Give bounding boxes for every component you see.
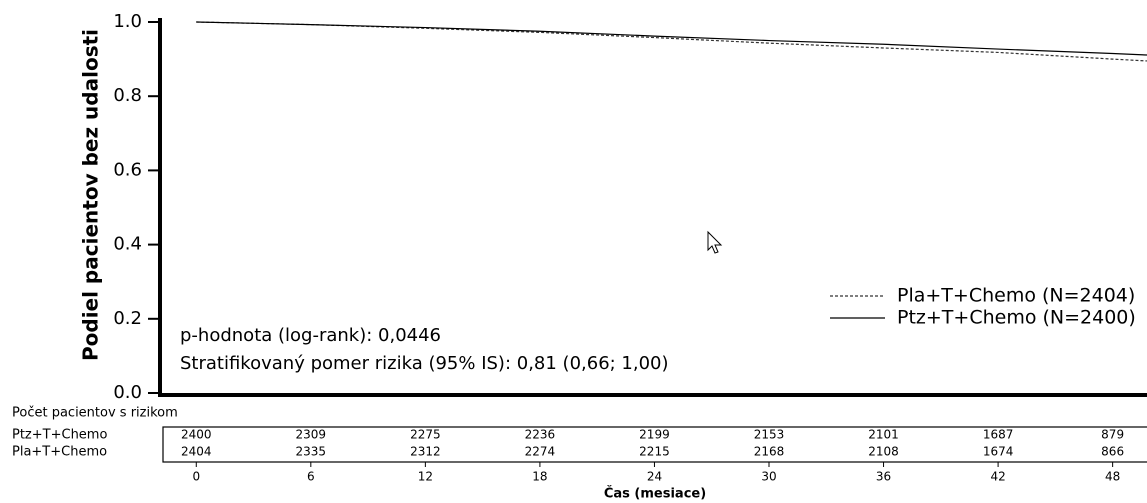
risk-count: 2274 (525, 445, 556, 459)
x-tick-label: 24 (647, 470, 662, 484)
risk-row-label: Ptz+T+Chemo (12, 428, 107, 443)
risk-count: 1687 (983, 428, 1014, 442)
risk-count: 2101 (868, 428, 899, 442)
y-tick-label: 0.0 (113, 382, 142, 403)
risk-count: 866 (1101, 445, 1124, 459)
x-tick-label: 12 (418, 470, 433, 484)
risk-count: 2309 (296, 428, 327, 442)
x-tick-label: 0 (192, 470, 200, 484)
y-tick-label: 0.8 (113, 85, 142, 106)
x-tick-label: 42 (990, 470, 1005, 484)
y-tick-label: 0.6 (113, 159, 142, 180)
km-curve (196, 21, 1147, 62)
risk-count: 2400 (181, 428, 212, 442)
risk-row-label: Pla+T+Chemo (12, 445, 107, 460)
risk-count: 2236 (525, 428, 556, 442)
annotation: p-hodnota (log-rank): 0,0446 (180, 325, 441, 346)
risk-count: 2153 (754, 428, 785, 442)
risk-count: 879 (1101, 428, 1124, 442)
legend-label: Pla+T+Chemo (N=2404) (897, 285, 1135, 307)
km-curve (196, 21, 1147, 56)
risk-count: 2108 (868, 445, 899, 459)
risk-table-title: Počet pacientov s rizikom (12, 406, 178, 421)
x-tick-label: 18 (532, 470, 547, 484)
x-axis-label: Čas (mesiace) (604, 486, 706, 502)
legend-label: Ptz+T+Chemo (N=2400) (897, 307, 1136, 329)
annotation: Stratifikovaný pomer rizika (95% IS): 0,… (180, 353, 669, 374)
cursor (707, 230, 723, 254)
risk-count: 2312 (410, 445, 441, 459)
risk-count: 2275 (410, 428, 441, 442)
risk-count: 2168 (754, 445, 785, 459)
x-tick-label: 36 (876, 470, 891, 484)
risk-count: 2199 (639, 428, 670, 442)
risk-count: 1674 (983, 445, 1014, 459)
risk-count: 2404 (181, 445, 212, 459)
x-tick-label: 30 (761, 470, 776, 484)
risk-table-frame (162, 426, 1147, 463)
risk-count: 2335 (296, 445, 327, 459)
risk-count: 2215 (639, 445, 670, 459)
y-tick-label: 0.2 (113, 308, 142, 329)
y-tick-label: 0.4 (113, 234, 142, 255)
x-tick-label: 6 (307, 470, 315, 484)
x-tick-label: 48 (1105, 470, 1120, 484)
y-axis-label: Podiel pacientov bez udalosti (79, 29, 103, 361)
y-tick-label: 1.0 (113, 11, 142, 32)
